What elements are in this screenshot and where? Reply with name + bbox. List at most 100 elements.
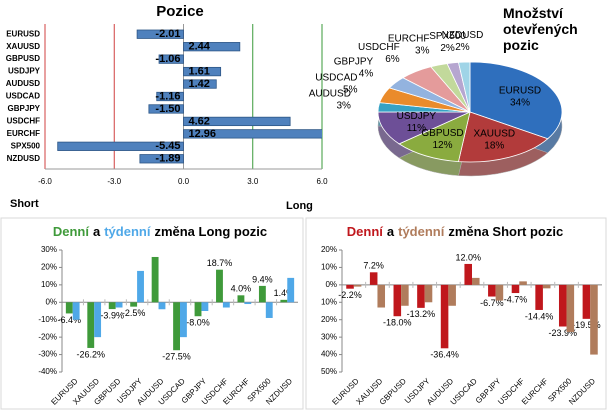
bar xyxy=(137,270,144,303)
pie-category-label: USDJPY xyxy=(397,111,437,122)
bar xyxy=(590,284,598,355)
bar xyxy=(280,299,288,303)
category-label: EURCHF xyxy=(7,129,40,138)
pie-category-label: USDCAD xyxy=(315,73,357,84)
bar xyxy=(158,302,166,310)
annotation: Long xyxy=(286,200,313,212)
y-tick-label: -30% xyxy=(38,350,57,359)
bar xyxy=(158,54,184,64)
bar xyxy=(535,284,543,310)
value-label: -2.5% xyxy=(122,308,146,318)
pie-category-label: NZDUSD xyxy=(442,30,484,41)
category-label: EURUSD xyxy=(6,29,40,38)
bar xyxy=(183,42,241,52)
bar xyxy=(287,277,295,303)
y-tick-label: -40% xyxy=(38,367,57,376)
value-label: 2.44 xyxy=(189,41,211,53)
category-label: AUDUSD xyxy=(6,79,40,88)
bar xyxy=(582,284,591,319)
pie-category-label: GBPUSD xyxy=(421,128,463,139)
pie-value-label: 12% xyxy=(433,140,453,151)
bar xyxy=(151,256,159,303)
value-label: -19.5% xyxy=(572,320,601,330)
bar xyxy=(369,272,378,285)
value-label: -8.0% xyxy=(186,318,210,328)
bar xyxy=(222,302,230,308)
value-label: 1.4% xyxy=(274,288,295,298)
pie-category-label: EURCHF xyxy=(388,33,430,44)
title-part: Denní xyxy=(347,224,384,239)
bar xyxy=(542,284,551,289)
pie-value-label: 3% xyxy=(415,45,430,56)
category-label: GBPUSD xyxy=(6,54,40,63)
pie-value-label: 4% xyxy=(359,68,374,79)
pie-value-label: 34% xyxy=(510,98,530,109)
pie-category-label: EURUSD xyxy=(499,86,541,97)
value-label: -26.2% xyxy=(76,349,105,359)
value-label: 7.2% xyxy=(363,261,384,271)
bar xyxy=(183,79,217,89)
value-label: -36.4% xyxy=(430,350,459,360)
value-label: -1.50 xyxy=(155,103,180,115)
bar xyxy=(201,302,209,311)
value-label: 12.0% xyxy=(455,252,481,262)
value-label: 12.96 xyxy=(189,128,217,140)
bar xyxy=(237,295,245,303)
chart-title: Množství otevřených pozic xyxy=(503,5,578,53)
bar xyxy=(183,116,291,127)
bar xyxy=(495,284,504,301)
value-label: -5.45 xyxy=(155,140,180,152)
bar xyxy=(57,141,184,151)
category-label: USDJPY xyxy=(8,67,41,76)
pie-value-label: 2% xyxy=(455,42,470,53)
value-label: -18.0% xyxy=(383,318,412,328)
bar xyxy=(258,285,266,303)
bar xyxy=(464,263,472,285)
bar xyxy=(136,29,184,39)
pie-category-label: USDCHF xyxy=(358,42,400,53)
bar xyxy=(194,302,202,317)
bar xyxy=(377,284,386,308)
category-label: USDCAD xyxy=(6,92,40,101)
bar xyxy=(448,284,456,306)
value-label: -4.7% xyxy=(504,294,528,304)
bar xyxy=(488,284,496,297)
title-part: a xyxy=(93,224,101,239)
chart-title: Pozice xyxy=(156,3,204,20)
value-label: -13.2% xyxy=(407,309,436,319)
bar xyxy=(148,104,184,114)
pie-value-label: 11% xyxy=(407,123,426,134)
bar xyxy=(353,284,362,287)
bar xyxy=(94,302,102,338)
value-label: -6.4% xyxy=(58,315,82,325)
y-tick-label: 10% xyxy=(41,280,57,289)
pie-category-label: SPX500 xyxy=(429,31,466,42)
pie-value-label: 3% xyxy=(336,101,351,112)
title-part: Denní xyxy=(53,224,90,239)
x-tick-label: NZDUSD xyxy=(567,376,597,406)
bar xyxy=(511,284,520,294)
bar xyxy=(424,284,433,303)
panel-frame xyxy=(0,217,304,410)
value-label: 4.0% xyxy=(231,284,252,294)
bar xyxy=(180,302,187,338)
y-tick-label: -10% xyxy=(38,315,57,324)
value-label: 9.4% xyxy=(252,274,273,284)
value-label: -2.01 xyxy=(155,28,180,40)
value-label: -27.5% xyxy=(162,352,191,362)
x-tick-label: EURCHF xyxy=(520,376,550,406)
bar xyxy=(244,302,252,305)
title-part: týdenní xyxy=(104,224,151,239)
value-label: -6.7% xyxy=(480,298,504,308)
pie-category-label: XAUUSD xyxy=(473,129,515,140)
bars xyxy=(57,29,322,164)
title-part: a xyxy=(387,224,395,239)
value-label: -1.06 xyxy=(155,53,180,65)
bar xyxy=(173,302,180,351)
value-label: -1.16 xyxy=(155,90,180,102)
pie-category-label: AUDUSD xyxy=(309,89,351,100)
y-tick-label: 50% xyxy=(321,367,337,376)
chart-title: Denní a týdenní změna Long pozic xyxy=(53,224,267,239)
x-tick-label: 3.0 xyxy=(247,177,259,186)
